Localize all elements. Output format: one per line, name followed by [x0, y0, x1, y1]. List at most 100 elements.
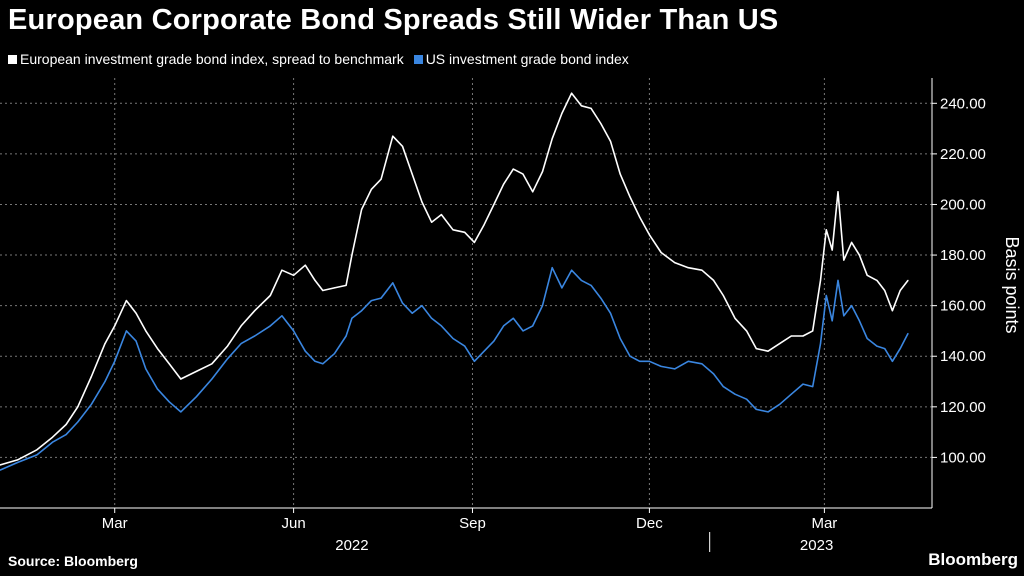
data-point-europe: [314, 279, 316, 281]
data-point-us: [195, 396, 197, 398]
data-point-europe: [609, 140, 612, 142]
data-point-us: [802, 383, 804, 385]
data-point-us: [790, 393, 792, 395]
legend-item-us: US investment grade bond index: [413, 51, 629, 67]
series-line-europe: [0, 92, 909, 466]
data-point-us: [866, 337, 868, 340]
data-point-us: [180, 411, 182, 413]
x-tick-label: Mar: [102, 515, 128, 532]
data-point-europe: [522, 173, 524, 175]
data-point-us: [687, 360, 689, 362]
y-tick-label: 160.00: [940, 298, 986, 315]
data-point-us: [551, 267, 553, 269]
data-point-us: [114, 360, 116, 362]
data-point-europe: [51, 436, 54, 438]
data-point-europe: [722, 294, 724, 297]
data-point-us: [619, 337, 621, 340]
data-point-europe: [674, 262, 676, 264]
data-point-us: [473, 360, 475, 362]
data-point-europe: [734, 317, 736, 319]
data-point-us: [812, 386, 814, 388]
x-tick-label: Sep: [459, 515, 486, 532]
data-point-us: [370, 300, 372, 302]
data-point-europe: [125, 300, 127, 302]
data-point-europe: [779, 343, 781, 345]
data-point-us: [493, 340, 495, 342]
legend: European investment grade bond index, sp…: [8, 51, 639, 67]
data-point-europe: [361, 208, 363, 211]
data-point-europe: [876, 279, 878, 281]
data-point-europe: [851, 241, 853, 243]
data-point-europe: [802, 335, 804, 337]
y-tick-label: 140.00: [940, 348, 986, 365]
y-tick-label: 100.00: [940, 449, 986, 466]
data-point-us: [156, 388, 159, 390]
data-point-us: [483, 350, 485, 352]
data-point-us: [51, 441, 54, 443]
data-point-europe: [401, 145, 404, 147]
data-point-europe: [304, 264, 306, 266]
data-point-europe: [135, 312, 137, 314]
data-point-us: [168, 401, 170, 403]
data-point-us: [125, 330, 127, 332]
data-point-europe: [0, 464, 1, 466]
legend-swatch-europe: [8, 54, 17, 64]
data-point-us: [629, 355, 631, 357]
data-point-us: [293, 330, 295, 332]
data-point-europe: [483, 224, 485, 226]
data-point-us: [660, 365, 662, 367]
data-point-europe: [746, 330, 748, 332]
y-tick-label: 200.00: [940, 196, 986, 213]
data-point-europe: [168, 363, 170, 365]
data-point-europe: [755, 348, 757, 350]
source-note: Source: Bloomberg: [8, 553, 138, 569]
data-point-europe: [473, 241, 475, 243]
data-point-europe: [421, 201, 423, 203]
legend-label-us: US investment grade bond index: [425, 51, 629, 67]
data-point-us: [590, 284, 592, 286]
data-point-europe: [660, 251, 662, 254]
data-point-europe: [16, 459, 19, 461]
data-point-us: [851, 305, 853, 307]
data-point-europe: [431, 221, 433, 223]
data-point-us: [65, 434, 67, 436]
legend-label-europe: European investment grade bond index, sp…: [20, 51, 404, 67]
data-point-europe: [36, 449, 38, 451]
data-point-us: [226, 358, 229, 360]
data-point-europe: [90, 375, 92, 378]
data-point-europe: [281, 269, 283, 271]
data-point-us: [333, 353, 335, 355]
data-point-us: [104, 380, 106, 383]
x-tick-label: Mar: [811, 515, 837, 532]
data-point-europe: [104, 343, 106, 345]
data-point-europe: [452, 229, 454, 231]
data-point-us: [351, 317, 353, 319]
data-point-europe: [65, 423, 67, 426]
data-point-europe: [211, 363, 213, 365]
data-point-us: [77, 421, 79, 423]
data-point-europe: [322, 289, 324, 292]
data-point-europe: [843, 259, 845, 261]
data-point-us: [322, 363, 324, 365]
data-point-us: [600, 297, 602, 299]
data-point-us: [0, 469, 1, 471]
x-tick-label: Dec: [636, 515, 663, 532]
y-tick-label: 220.00: [940, 146, 986, 163]
data-point-europe: [858, 254, 861, 256]
data-point-us: [345, 335, 347, 337]
data-point-europe: [541, 171, 544, 173]
data-point-us: [561, 287, 563, 289]
x-tick-label: Jun: [281, 515, 305, 532]
brand-logo: Bloomberg: [928, 550, 1018, 569]
data-point-europe: [345, 284, 347, 286]
data-point-europe: [619, 173, 621, 175]
data-point-us: [90, 403, 92, 405]
y-tick-label: 240.00: [940, 95, 986, 112]
data-point-us: [281, 315, 283, 317]
data-point-us: [36, 454, 38, 456]
x-year-label: 2022: [335, 537, 368, 554]
data-point-europe: [837, 191, 839, 193]
data-point-europe: [701, 269, 703, 271]
